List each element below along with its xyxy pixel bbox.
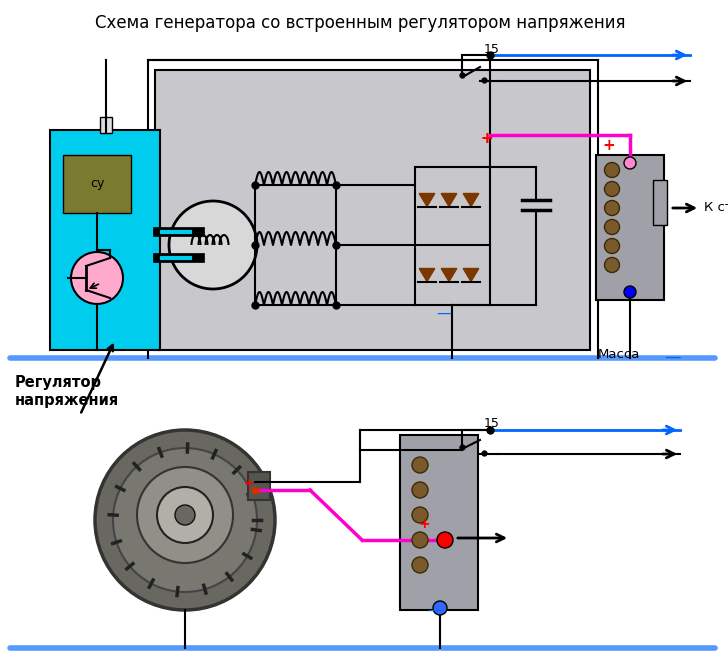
Bar [155, 70, 590, 350]
Bar [100, 117, 112, 133]
Circle shape [604, 162, 620, 177]
Bar [63, 155, 131, 213]
Circle shape [412, 532, 428, 548]
Circle shape [604, 258, 620, 273]
Text: К стартеру: К стартеру [704, 202, 728, 214]
Text: +: + [480, 131, 493, 146]
Text: су: су [90, 177, 104, 191]
Circle shape [169, 201, 257, 289]
Circle shape [412, 557, 428, 573]
Bar [596, 155, 664, 300]
Text: —: — [436, 306, 451, 321]
Polygon shape [441, 269, 456, 281]
Text: Масса: Масса [598, 348, 641, 361]
Circle shape [412, 457, 428, 473]
Polygon shape [463, 269, 479, 281]
Text: +: + [244, 477, 255, 490]
Circle shape [604, 200, 620, 215]
Circle shape [624, 286, 636, 298]
Circle shape [433, 601, 447, 615]
Polygon shape [419, 194, 435, 206]
Text: Регулятор: Регулятор [15, 375, 102, 390]
Text: 15: 15 [484, 43, 500, 56]
Bar [248, 472, 270, 500]
Text: напряжения: напряжения [15, 393, 119, 408]
Circle shape [71, 252, 123, 304]
Text: —: — [664, 348, 681, 366]
Circle shape [604, 181, 620, 196]
Text: +: + [418, 517, 430, 531]
Text: +: + [480, 131, 493, 146]
Circle shape [604, 238, 620, 254]
Polygon shape [441, 194, 456, 206]
Text: +: + [602, 138, 614, 153]
Circle shape [113, 448, 257, 592]
Circle shape [95, 430, 275, 610]
Text: —: — [427, 605, 441, 619]
Bar [400, 435, 478, 610]
Text: Схема генератора со встроенным регулятором напряжения: Схема генератора со встроенным регулятор… [95, 14, 625, 32]
Text: 15: 15 [484, 417, 500, 430]
Bar [50, 130, 160, 350]
Bar [653, 180, 667, 225]
Circle shape [157, 487, 213, 543]
Polygon shape [463, 194, 479, 206]
Circle shape [604, 219, 620, 235]
Polygon shape [419, 269, 435, 281]
Circle shape [175, 505, 195, 525]
Circle shape [412, 482, 428, 498]
Circle shape [137, 467, 233, 563]
Circle shape [412, 507, 428, 523]
Circle shape [624, 157, 636, 169]
Circle shape [437, 532, 453, 548]
